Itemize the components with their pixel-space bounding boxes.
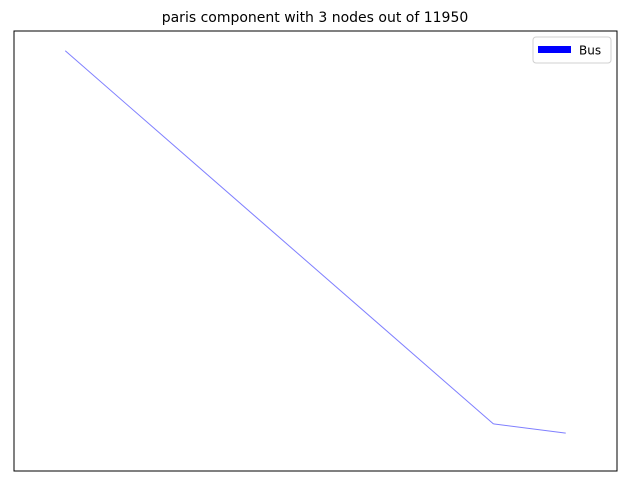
legend-label-bus: Bus bbox=[579, 44, 601, 58]
edge-0-0 bbox=[64, 50, 494, 425]
edge-0-1 bbox=[493, 423, 566, 434]
series-layer bbox=[64, 50, 566, 434]
chart-title: paris component with 3 nodes out of 1195… bbox=[162, 10, 469, 26]
plot-area-frame bbox=[13, 30, 618, 472]
legend: Bus bbox=[532, 36, 612, 64]
legend-box bbox=[532, 36, 612, 64]
legend-swatch-bus bbox=[538, 46, 571, 53]
